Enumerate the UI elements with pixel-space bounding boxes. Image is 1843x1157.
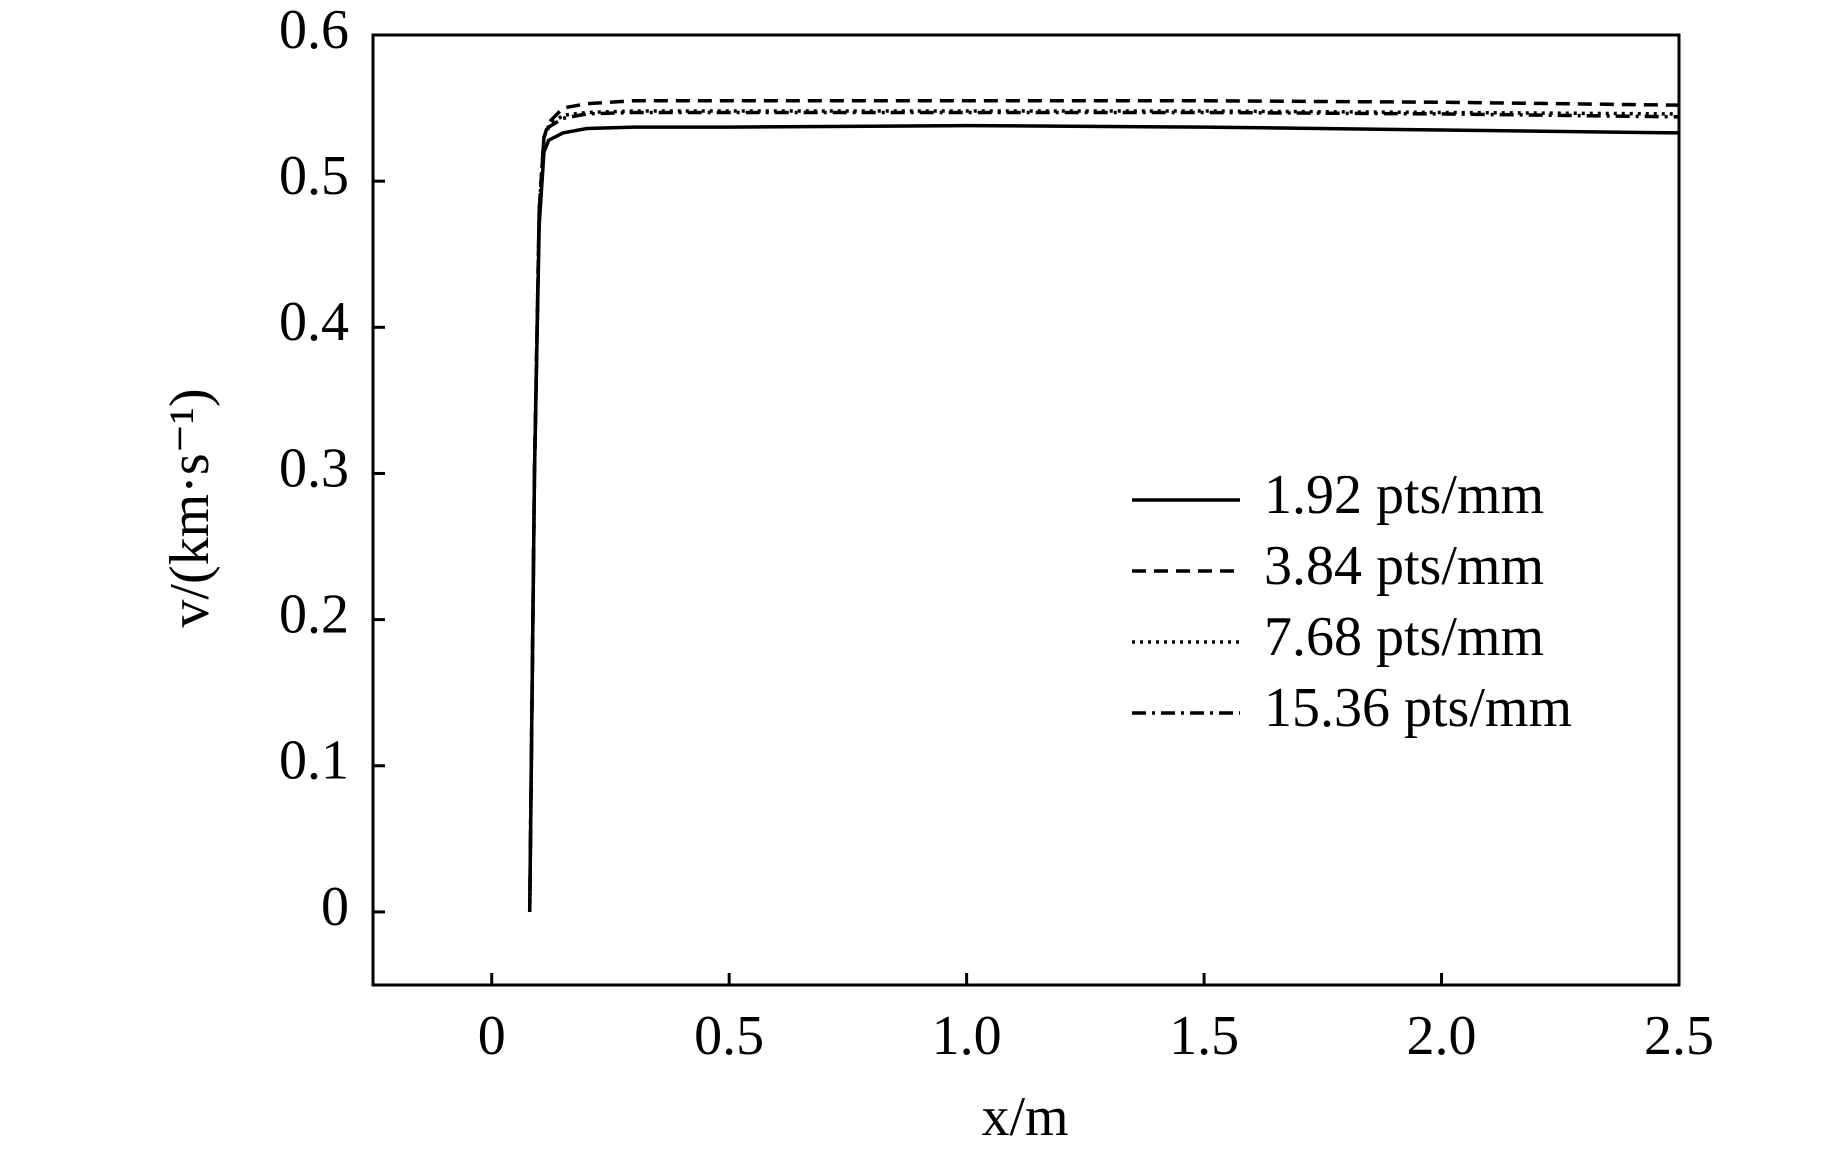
y-tick-label: 0 <box>321 876 349 938</box>
x-axis-label: x/m <box>981 1086 1068 1148</box>
legend-label: 7.68 pts/mm <box>1264 606 1544 668</box>
plot-frame <box>371 33 1681 987</box>
x-tick-label: 1.0 <box>932 1005 1002 1067</box>
legend-label: 15.36 pts/mm <box>1264 677 1572 739</box>
y-tick-label: 0.6 <box>279 0 349 61</box>
x-tick-label: 1.5 <box>1169 1005 1239 1067</box>
y-tick-label: 0.3 <box>279 437 349 499</box>
y-tick-label: 0.1 <box>279 730 349 792</box>
y-tick-label: 0.2 <box>279 583 349 645</box>
x-tick-label: 2.5 <box>1644 1005 1714 1067</box>
series-line <box>527 99 1680 912</box>
x-tick-label: 2.0 <box>1407 1005 1477 1067</box>
y-tick-label: 0.4 <box>279 291 349 353</box>
x-tick-label: 0 <box>478 1005 506 1067</box>
y-axis-label: v/(km·s⁻¹) <box>159 388 221 627</box>
x-tick-label: 0.5 <box>694 1005 764 1067</box>
legend-label: 3.84 pts/mm <box>1264 535 1544 597</box>
series-line <box>527 110 1680 912</box>
legend-label: 1.92 pts/mm <box>1264 464 1544 526</box>
y-tick-label: 0.5 <box>279 145 349 207</box>
